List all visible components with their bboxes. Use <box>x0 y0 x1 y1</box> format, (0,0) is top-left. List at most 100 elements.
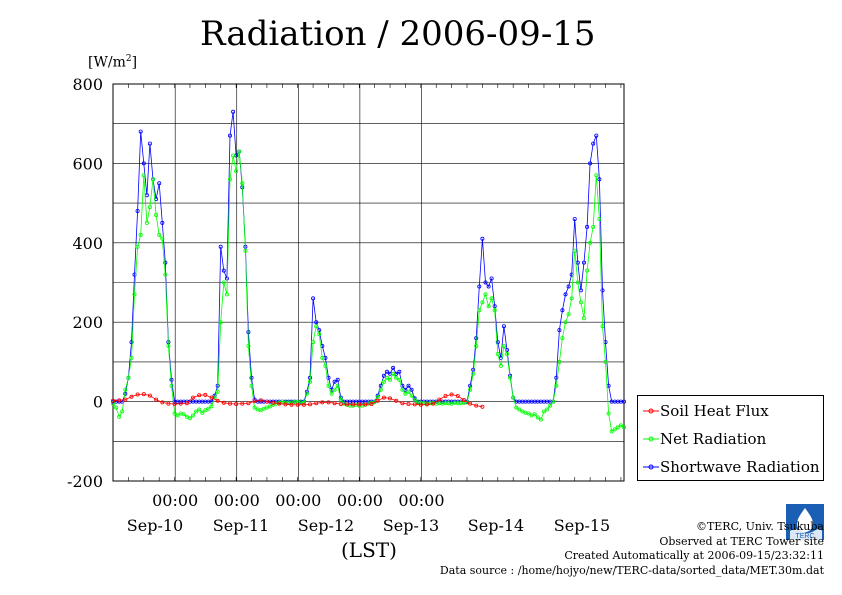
data-point <box>249 375 254 380</box>
data-point <box>424 402 429 407</box>
series-line <box>113 111 624 402</box>
data-point <box>412 397 417 402</box>
data-point <box>200 410 205 415</box>
data-point <box>381 395 386 400</box>
data-point <box>135 208 140 213</box>
data-point <box>545 407 550 412</box>
data-point <box>120 409 125 414</box>
data-point <box>317 332 322 337</box>
data-point <box>283 402 288 407</box>
data-point <box>585 224 590 229</box>
data-point <box>526 411 531 416</box>
data-point <box>406 383 411 388</box>
data-point <box>163 260 168 265</box>
data-point <box>566 312 571 317</box>
plot-frame <box>112 83 625 482</box>
data-point <box>141 173 146 178</box>
data-point <box>391 365 396 370</box>
data-point <box>206 406 211 411</box>
data-point <box>311 340 316 345</box>
data-point <box>375 398 380 403</box>
data-point <box>252 405 257 410</box>
y-tick-label: 800 <box>72 75 103 94</box>
legend-label: Soil Heat Flux <box>660 402 769 420</box>
x-date-label: Sep-12 <box>298 516 354 535</box>
data-point <box>560 336 565 341</box>
data-point <box>554 383 559 388</box>
chart-title: Radiation / 2006-09-15 <box>200 14 596 54</box>
data-point <box>572 248 577 253</box>
x-date-label: Sep-10 <box>127 516 183 535</box>
shortwave-radiation-swatch <box>643 464 659 470</box>
data-point <box>511 395 516 400</box>
data-point <box>495 340 500 345</box>
data-point <box>267 404 272 409</box>
data-point <box>144 220 149 225</box>
unit-close: ] <box>131 54 138 71</box>
data-point <box>320 355 325 360</box>
data-point <box>403 391 408 396</box>
data-point <box>498 363 503 368</box>
data-point <box>384 369 389 374</box>
data-point <box>240 181 245 186</box>
unit-superscript: 2 <box>125 54 132 64</box>
data-point <box>554 375 559 380</box>
data-point <box>394 375 399 380</box>
data-point <box>215 398 220 403</box>
data-point <box>194 409 199 414</box>
x-date-label: Sep-14 <box>468 516 524 535</box>
data-point <box>449 392 454 397</box>
data-point <box>504 351 509 356</box>
soil-heat-flux-swatch <box>643 408 659 414</box>
data-point <box>135 392 140 397</box>
x-axis-label: (LST) <box>341 538 397 562</box>
data-point <box>157 232 162 237</box>
data-point <box>203 392 208 397</box>
data-point <box>314 320 319 325</box>
data-point <box>594 173 599 178</box>
data-point <box>218 244 223 249</box>
data-point <box>480 300 485 305</box>
data-point <box>486 304 491 309</box>
y-tick-label: -200 <box>67 472 103 491</box>
data-point <box>582 316 587 321</box>
logo-text: TERC <box>795 533 814 540</box>
data-point <box>231 109 236 114</box>
data-point <box>234 169 239 174</box>
data-point <box>246 343 251 348</box>
data-point <box>480 404 485 409</box>
data-point <box>329 391 334 396</box>
data-point <box>332 387 337 392</box>
data-point <box>203 408 208 413</box>
data-point <box>271 400 276 405</box>
data-point <box>117 398 122 403</box>
data-point <box>582 260 587 265</box>
data-point <box>585 268 590 273</box>
data-point <box>615 425 620 430</box>
data-point <box>591 224 596 229</box>
data-point <box>221 280 226 285</box>
data-point <box>295 402 300 407</box>
data-point <box>147 205 152 210</box>
data-point <box>338 401 343 406</box>
data-point <box>508 375 513 380</box>
data-point <box>603 359 608 364</box>
copyright-text: ©TERC, Univ. Tsukuba <box>695 520 824 533</box>
data-point <box>600 324 605 329</box>
data-point <box>563 320 568 325</box>
data-point <box>169 383 174 388</box>
data-point <box>138 129 143 134</box>
data-point <box>606 411 611 416</box>
y-tick-label: 600 <box>72 154 103 173</box>
x-time-label: 00:00 <box>337 491 383 510</box>
data-point <box>258 398 263 403</box>
data-point <box>227 133 232 138</box>
y-tick-label: 400 <box>72 234 103 253</box>
x-time-label: 00:00 <box>214 491 260 510</box>
data-point <box>221 400 226 405</box>
data-point <box>234 401 239 406</box>
legend-item-shortwave-radiation: Shortwave Radiation <box>638 454 825 480</box>
x-time-label: 00:00 <box>398 491 444 510</box>
data-point <box>326 383 331 388</box>
